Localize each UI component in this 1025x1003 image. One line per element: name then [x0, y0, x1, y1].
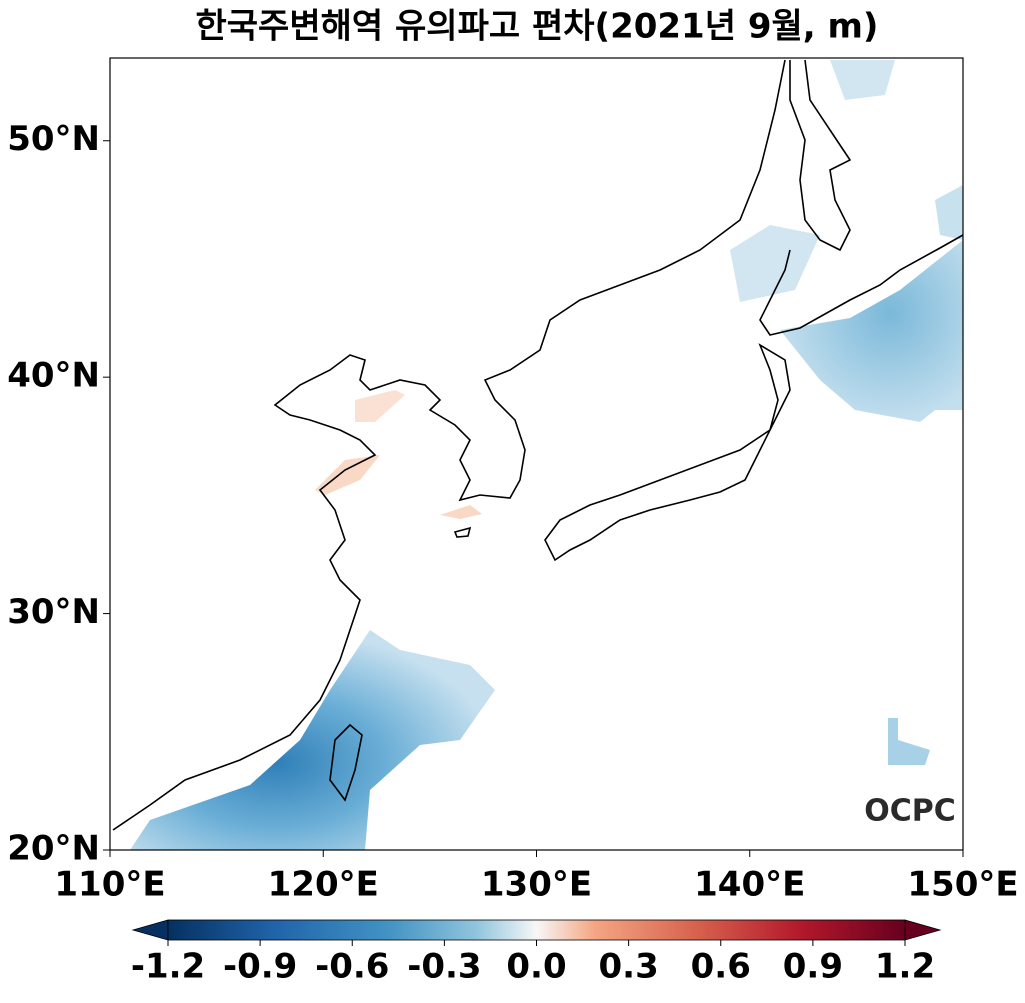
coastline — [112, 59, 964, 831]
chart-title: 한국주변해역 유의파고 편차(2021년 9월, m) — [196, 7, 879, 47]
colorbar-tick-label: -1.2 — [131, 947, 205, 987]
y-tick-label: 40°N — [7, 356, 100, 396]
y-tick-label: 50°N — [7, 119, 100, 159]
y-tick-label: 30°N — [7, 592, 100, 632]
anomaly-field — [130, 60, 963, 850]
y-tick-label: 20°N — [7, 829, 100, 869]
map-frame — [109, 57, 964, 851]
colorbar-tick-label: 0.6 — [691, 947, 751, 987]
colorbar-tick-label: 1.2 — [875, 947, 935, 987]
colorbar-tick-label: 0.3 — [599, 947, 659, 987]
colorbar-tick-label: -0.9 — [223, 947, 297, 987]
x-tick-label: 140°E — [694, 865, 805, 905]
colorbar — [131, 919, 942, 941]
watermark: OCPC — [864, 794, 956, 829]
colorbar-tick-label: 0.9 — [783, 947, 843, 987]
colorbar-tick-label: 0.0 — [506, 947, 566, 987]
colorbar-tick-label: -0.3 — [407, 947, 481, 987]
colorbar-tick-label: -0.6 — [315, 947, 389, 987]
x-tick-label: 130°E — [481, 865, 592, 905]
x-tick-label: 120°E — [268, 865, 379, 905]
x-tick-label: 150°E — [907, 865, 1018, 905]
x-tick-label: 110°E — [54, 865, 165, 905]
